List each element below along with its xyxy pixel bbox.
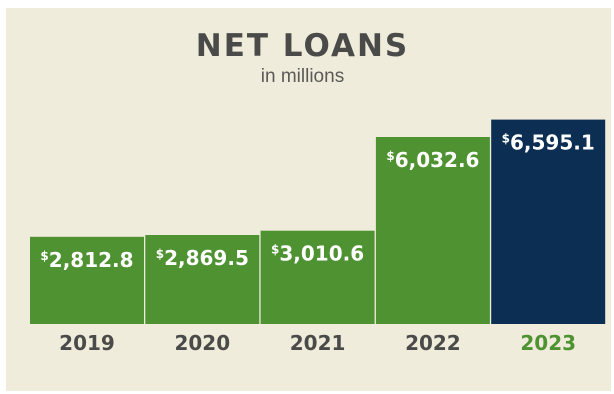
value-label-2019: $2,812.8 bbox=[40, 248, 133, 272]
value-label-2020: $2,869.5 bbox=[156, 246, 249, 270]
bar-2019 bbox=[30, 236, 144, 324]
value-label-2023: $6,595.1 bbox=[502, 131, 595, 155]
bar-2021 bbox=[260, 230, 375, 324]
category-label-2023: 2023 bbox=[520, 331, 576, 355]
value-label-2021: $3,010.6 bbox=[271, 242, 364, 266]
chart-title: NET LOANS bbox=[195, 28, 410, 64]
category-label-2020: 2020 bbox=[174, 331, 230, 355]
category-label-2019: 2019 bbox=[59, 331, 115, 355]
bar-2020 bbox=[145, 235, 260, 324]
chart-subtitle: in millions bbox=[260, 66, 345, 87]
bar-2023 bbox=[491, 119, 606, 324]
category-label-2022: 2022 bbox=[405, 331, 461, 355]
category-label-2021: 2021 bbox=[290, 331, 346, 355]
value-label-2022: $6,032.6 bbox=[386, 148, 479, 172]
bar-2022 bbox=[375, 137, 490, 324]
